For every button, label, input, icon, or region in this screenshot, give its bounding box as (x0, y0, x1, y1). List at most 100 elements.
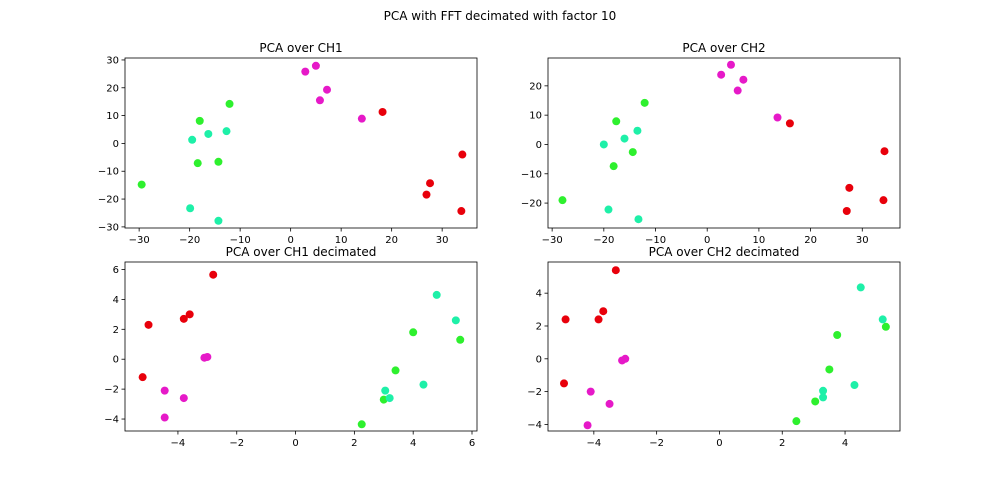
data-point-cyan (214, 216, 223, 225)
x-tick-label: 30 (856, 235, 869, 246)
y-tick-label: 0 (113, 139, 119, 150)
y-tick-label: −20 (98, 195, 119, 206)
x-tick-label: −4 (171, 438, 186, 449)
panel-title: PCA over CH2 decimated (649, 245, 800, 259)
data-point-green (391, 366, 400, 375)
data-point-red (879, 196, 888, 205)
data-point-cyan (819, 393, 828, 402)
data-point-magenta (586, 387, 595, 396)
data-point-green (612, 117, 621, 126)
data-point-green (195, 116, 204, 125)
data-point-red (422, 190, 431, 199)
data-point-cyan (819, 386, 828, 395)
axes-frame (547, 261, 901, 432)
panel-ch1-decimated: PCA over CH1 decimated −4 −2 0 2 4 6 −4 −2 0 2 4 6 (104, 245, 478, 449)
data-point-cyan (451, 316, 460, 325)
data-point-red (845, 183, 854, 192)
data-point-green (881, 322, 890, 331)
panel-title: PCA over CH1 (259, 41, 342, 55)
x-tick-label: −30 (129, 235, 150, 246)
data-point-cyan (381, 386, 390, 395)
data-point-cyan (850, 381, 859, 390)
data-point-magenta (726, 60, 735, 69)
x-tick-label: 30 (436, 235, 449, 246)
data-point-magenta (315, 96, 324, 105)
data-point-cyan (604, 205, 613, 214)
axes-frame (124, 261, 478, 432)
data-point-red (599, 307, 608, 316)
x-tick-label: −2 (229, 438, 244, 449)
x-tick-label: −4 (586, 438, 601, 449)
data-point-cyan (385, 394, 394, 403)
y-tick-label: −10 (521, 169, 542, 180)
panel-title: PCA over CH2 (682, 41, 765, 55)
panel-ch2: PCA over CH2 −30 −20 −10 0 10 20 30 −20 −10 0 10 20 (521, 41, 901, 246)
data-point-cyan (222, 127, 231, 136)
x-tick-label: 20 (385, 235, 398, 246)
data-point-magenta (773, 113, 782, 122)
data-point-green (456, 335, 465, 344)
y-tick-label: 10 (529, 111, 542, 122)
data-point-red (457, 207, 466, 216)
data-point-red (842, 207, 851, 215)
y-tick-label: 10 (106, 111, 119, 122)
y-tick-label: −2 (527, 387, 542, 398)
data-point-magenta (311, 61, 320, 70)
data-point-cyan (186, 204, 195, 213)
data-point-green (214, 157, 223, 166)
panel-ch2-decimated: PCA over CH2 decimated −4 −2 0 2 4 −4 −2 0 2 4 (527, 245, 901, 449)
x-tick-label: 10 (335, 235, 348, 246)
data-point-green (825, 365, 834, 374)
y-tick-label: 20 (529, 81, 542, 92)
data-point-cyan (599, 140, 608, 149)
data-point-cyan (878, 315, 887, 324)
data-point-cyan (634, 215, 643, 224)
data-point-magenta (739, 75, 748, 84)
data-point-red (458, 150, 467, 159)
data-point-magenta (583, 421, 592, 430)
x-tick-label: 10 (753, 235, 766, 246)
y-tick-label: 20 (106, 83, 119, 94)
x-tick-label: 4 (410, 438, 416, 449)
data-point-green (558, 196, 567, 205)
data-point-red (426, 179, 435, 188)
x-tick-label: 4 (842, 438, 848, 449)
data-point-red (880, 147, 889, 156)
y-tick-label: 4 (536, 289, 542, 300)
y-tick-label: −4 (104, 415, 119, 426)
x-tick-label: 0 (716, 438, 722, 449)
data-point-green (640, 98, 649, 107)
y-tick-label: −2 (104, 385, 119, 396)
data-point-red (209, 270, 218, 279)
y-tick-label: 30 (106, 55, 119, 66)
data-point-magenta (203, 352, 212, 361)
data-point-magenta (160, 386, 169, 395)
data-point-red (611, 266, 620, 275)
data-point-red (378, 107, 387, 116)
axes-frame (547, 57, 901, 229)
x-tick-label: −20 (179, 235, 200, 246)
data-point-magenta (605, 399, 614, 408)
data-point-green (225, 99, 234, 108)
y-tick-label: −10 (98, 167, 119, 178)
y-tick-label: −20 (521, 199, 542, 210)
data-point-red (179, 314, 188, 323)
x-tick-label: 0 (704, 235, 710, 246)
data-point-cyan (620, 134, 629, 143)
data-point-green (833, 331, 842, 340)
x-tick-label: −10 (230, 235, 251, 246)
y-tick-label: 2 (113, 325, 119, 336)
figure-title: PCA with FFT decimated with factor 10 (384, 9, 617, 23)
data-point-red (594, 315, 603, 324)
data-point-cyan (204, 129, 213, 138)
x-tick-label: 0 (292, 438, 298, 449)
data-point-magenta (160, 413, 169, 422)
data-point-magenta (323, 85, 332, 94)
y-tick-label: 0 (113, 355, 119, 366)
data-point-red (144, 320, 153, 329)
x-tick-label: 6 (469, 438, 475, 449)
x-tick-label: 2 (779, 438, 785, 449)
y-tick-label: −4 (527, 420, 542, 431)
data-point-magenta (179, 394, 188, 403)
